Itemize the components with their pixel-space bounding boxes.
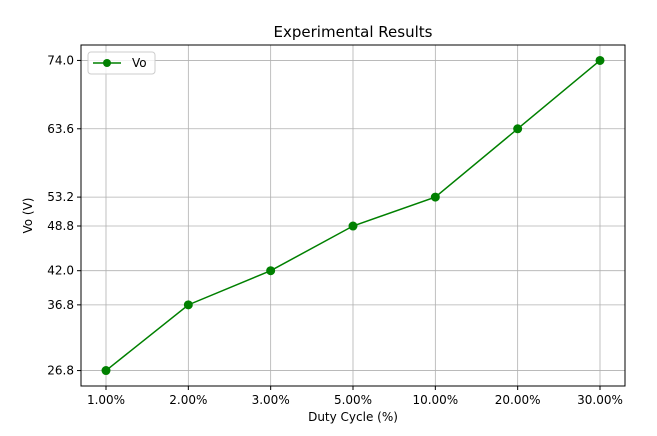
x-tick-label: 1.00%	[87, 393, 125, 407]
x-tick-label: 3.00%	[252, 393, 290, 407]
legend-label: Vo	[132, 56, 147, 70]
y-tick-label: 26.8	[47, 364, 74, 378]
chart-title: Experimental Results	[274, 23, 433, 41]
data-point	[348, 221, 358, 231]
data-point	[513, 124, 523, 134]
y-tick-label: 48.8	[47, 219, 74, 233]
legend-marker	[103, 59, 111, 67]
data-point	[595, 55, 605, 65]
x-tick-label: 20.00%	[495, 393, 541, 407]
data-point	[266, 266, 276, 276]
data-point	[183, 300, 193, 310]
data-point	[101, 366, 111, 376]
series-layer	[101, 55, 605, 376]
y-tick-label: 74.0	[47, 53, 74, 67]
x-tick-label: 2.00%	[169, 393, 207, 407]
y-tick-label: 42.0	[47, 264, 74, 278]
data-point	[430, 192, 440, 202]
x-axis-label: Duty Cycle (%)	[308, 410, 398, 424]
legend-box	[87, 51, 156, 75]
y-tick-label: 53.2	[47, 190, 74, 204]
y-axis-label: Vo (V)	[21, 197, 35, 233]
y-tick-label: 63.6	[47, 122, 74, 136]
x-tick-label: 10.00%	[412, 393, 458, 407]
legend: Vo	[87, 51, 156, 75]
y-tick-label: 36.8	[47, 298, 74, 312]
x-tick-label: 5.00%	[334, 393, 372, 407]
x-axis-ticks: 1.00% 2.00% 3.00% 5.00% 10.00% 20.00% 30.00%	[87, 386, 623, 407]
x-tick-label: 30.00%	[577, 393, 623, 407]
y-axis-ticks: 26.8 36.8 42.0 48.8 53.2 63.6 74.0	[47, 53, 81, 378]
